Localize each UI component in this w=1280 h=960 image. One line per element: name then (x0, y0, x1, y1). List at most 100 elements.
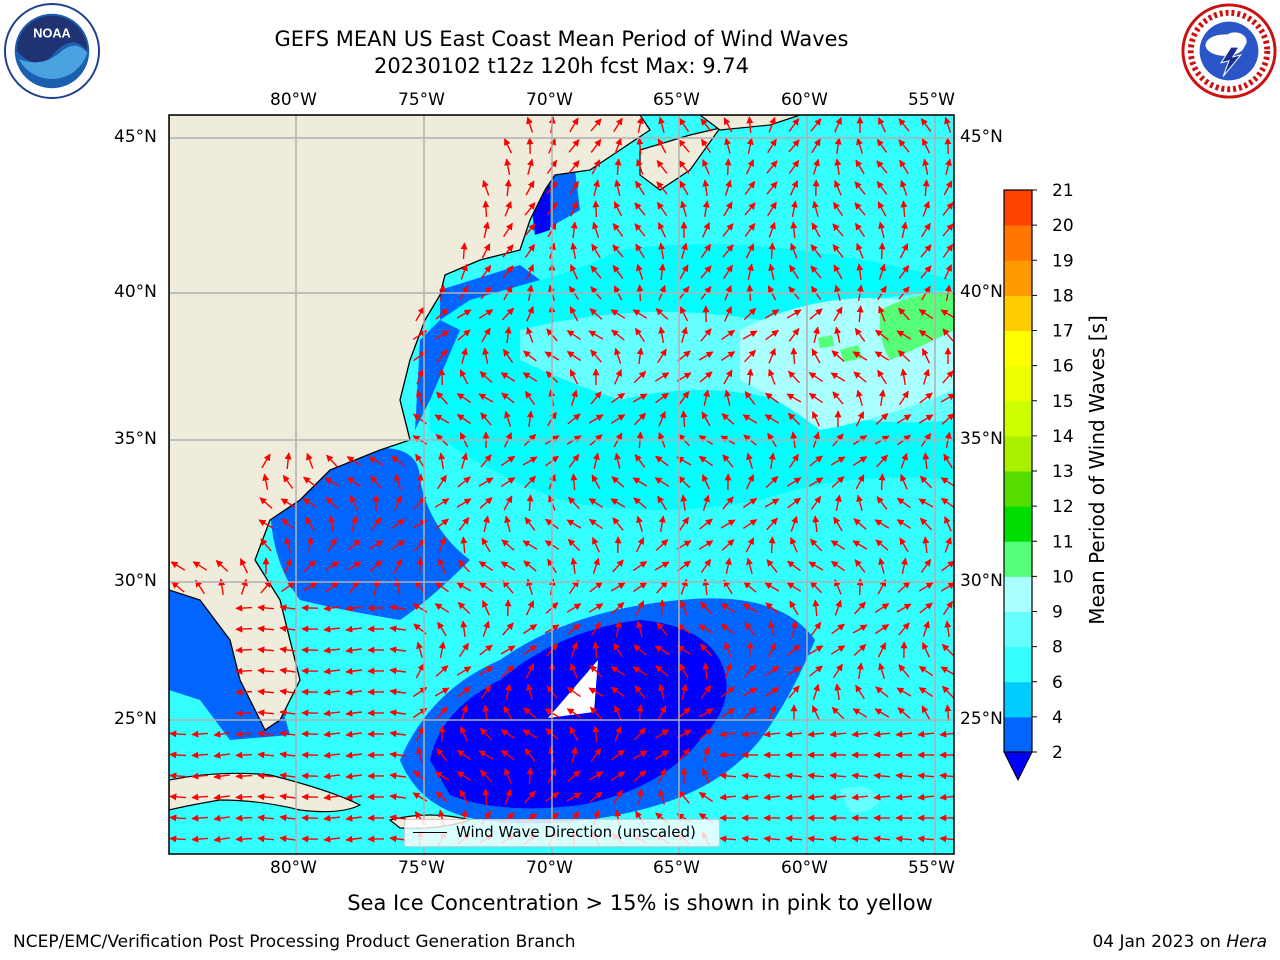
lat-tick-right-45n: 45°N (960, 127, 1003, 147)
wave-direction-arrow (191, 730, 209, 738)
wave-direction-arrow (504, 410, 512, 427)
wave-direction-arrow (260, 580, 272, 594)
wave-direction-arrow (942, 600, 954, 615)
wave-direction-arrow (479, 497, 493, 509)
wave-direction-arrow (323, 667, 341, 675)
wave-direction-arrow (500, 749, 515, 761)
wave-direction-arrow (261, 453, 271, 469)
wave-direction-arrow (944, 137, 952, 155)
wave-direction-arrow (790, 347, 798, 365)
wave-direction-arrow (764, 309, 780, 319)
colorbar-segment (1004, 260, 1032, 296)
wave-direction-arrow (768, 221, 776, 238)
wave-direction-arrow (456, 582, 472, 592)
wave-direction-arrow (940, 477, 954, 487)
wave-direction-arrow (876, 496, 888, 510)
wave-direction-arrow (567, 496, 581, 510)
wave-direction-arrow (279, 835, 296, 843)
wave-direction-arrow (610, 582, 626, 592)
wave-direction-arrow (570, 242, 578, 260)
svg-text:NOAA: NOAA (33, 25, 71, 40)
wave-direction-arrow (723, 369, 733, 385)
wave-direction-arrow (349, 495, 359, 511)
wave-direction-arrow (700, 243, 712, 259)
lon-tick-top-65w: 65°W (653, 90, 700, 110)
wave-direction-arrow (834, 326, 842, 343)
wave-direction-arrow (702, 200, 710, 218)
wave-direction-arrow (482, 200, 490, 218)
wave-direction-arrow (393, 495, 403, 511)
wave-direction-arrow (302, 498, 318, 508)
wave-direction-arrow (873, 835, 891, 843)
wave-direction-arrow (852, 708, 868, 718)
wave-direction-arrow (481, 243, 491, 259)
wave-direction-arrow (679, 306, 689, 322)
wave-direction-arrow (897, 349, 911, 363)
wave-direction-arrow (898, 664, 910, 678)
wave-direction-arrow (900, 179, 908, 196)
wave-direction-arrow (612, 517, 624, 531)
wave-direction-arrow (811, 348, 821, 364)
wave-direction-arrow (875, 412, 889, 426)
wave-direction-arrow (745, 159, 755, 175)
wave-direction-arrow (504, 767, 512, 784)
wave-direction-arrow (570, 221, 578, 238)
wave-direction-arrow (591, 243, 601, 259)
map-legend: Wind Wave Direction (unscaled) (404, 819, 720, 847)
lat-tick-right-30n: 30°N (960, 571, 1003, 591)
wave-direction-arrow (633, 581, 648, 593)
wave-direction-arrow (810, 118, 822, 132)
wave-direction-arrow (282, 474, 294, 489)
wave-direction-arrow (614, 620, 622, 638)
wave-direction-arrow (875, 686, 889, 698)
wave-direction-arrow (812, 515, 820, 533)
wave-direction-arrow (345, 772, 362, 780)
wave-direction-arrow (655, 455, 669, 467)
wave-direction-arrow (213, 751, 230, 759)
wave-direction-arrow (478, 561, 494, 571)
wave-direction-arrow (658, 263, 666, 280)
wave-direction-arrow (719, 793, 737, 801)
wave-direction-arrow (895, 835, 913, 843)
wave-direction-arrow (570, 200, 578, 217)
wave-direction-arrow (745, 243, 755, 259)
wave-direction-arrow (788, 328, 800, 342)
wave-direction-arrow (235, 751, 253, 759)
wave-direction-arrow (877, 642, 887, 658)
wave-direction-arrow (852, 624, 868, 634)
wave-direction-arrow (612, 265, 624, 279)
wave-direction-arrow (677, 707, 691, 719)
wave-direction-arrow (900, 368, 908, 386)
wave-direction-arrow (855, 159, 865, 175)
wave-direction-arrow (526, 683, 533, 700)
wave-direction-arrow (856, 389, 863, 406)
wave-direction-arrow (702, 662, 710, 680)
wave-direction-arrow (724, 158, 732, 176)
wave-direction-arrow (768, 536, 776, 554)
wave-direction-arrow (720, 623, 735, 635)
wave-direction-arrow (235, 709, 253, 717)
wave-direction-arrow (347, 539, 361, 551)
wave-direction-arrow (940, 309, 954, 319)
wave-direction-arrow (742, 603, 758, 613)
wave-direction-arrow (746, 641, 754, 659)
wave-direction-arrow (743, 497, 758, 509)
wave-direction-arrow (764, 414, 780, 424)
wave-direction-arrow (500, 729, 516, 739)
wave-direction-arrow (524, 243, 536, 258)
wave-direction-arrow (830, 456, 846, 466)
wave-direction-arrow (280, 581, 296, 593)
wave-direction-arrow (854, 601, 866, 615)
wave-direction-arrow (611, 749, 625, 761)
wave-direction-arrow (257, 604, 275, 612)
wave-direction-arrow (306, 452, 314, 469)
wave-direction-arrow (809, 580, 823, 594)
wave-direction-arrow (918, 329, 934, 341)
wave-direction-arrow (523, 350, 537, 362)
colorbar-tick-label: 8 (1052, 638, 1063, 658)
wave-direction-arrow (634, 202, 646, 216)
wave-direction-arrow (722, 223, 734, 237)
wave-direction-arrow (657, 495, 667, 511)
wave-direction-arrow (898, 118, 910, 132)
colorbar-segment (1004, 681, 1032, 718)
